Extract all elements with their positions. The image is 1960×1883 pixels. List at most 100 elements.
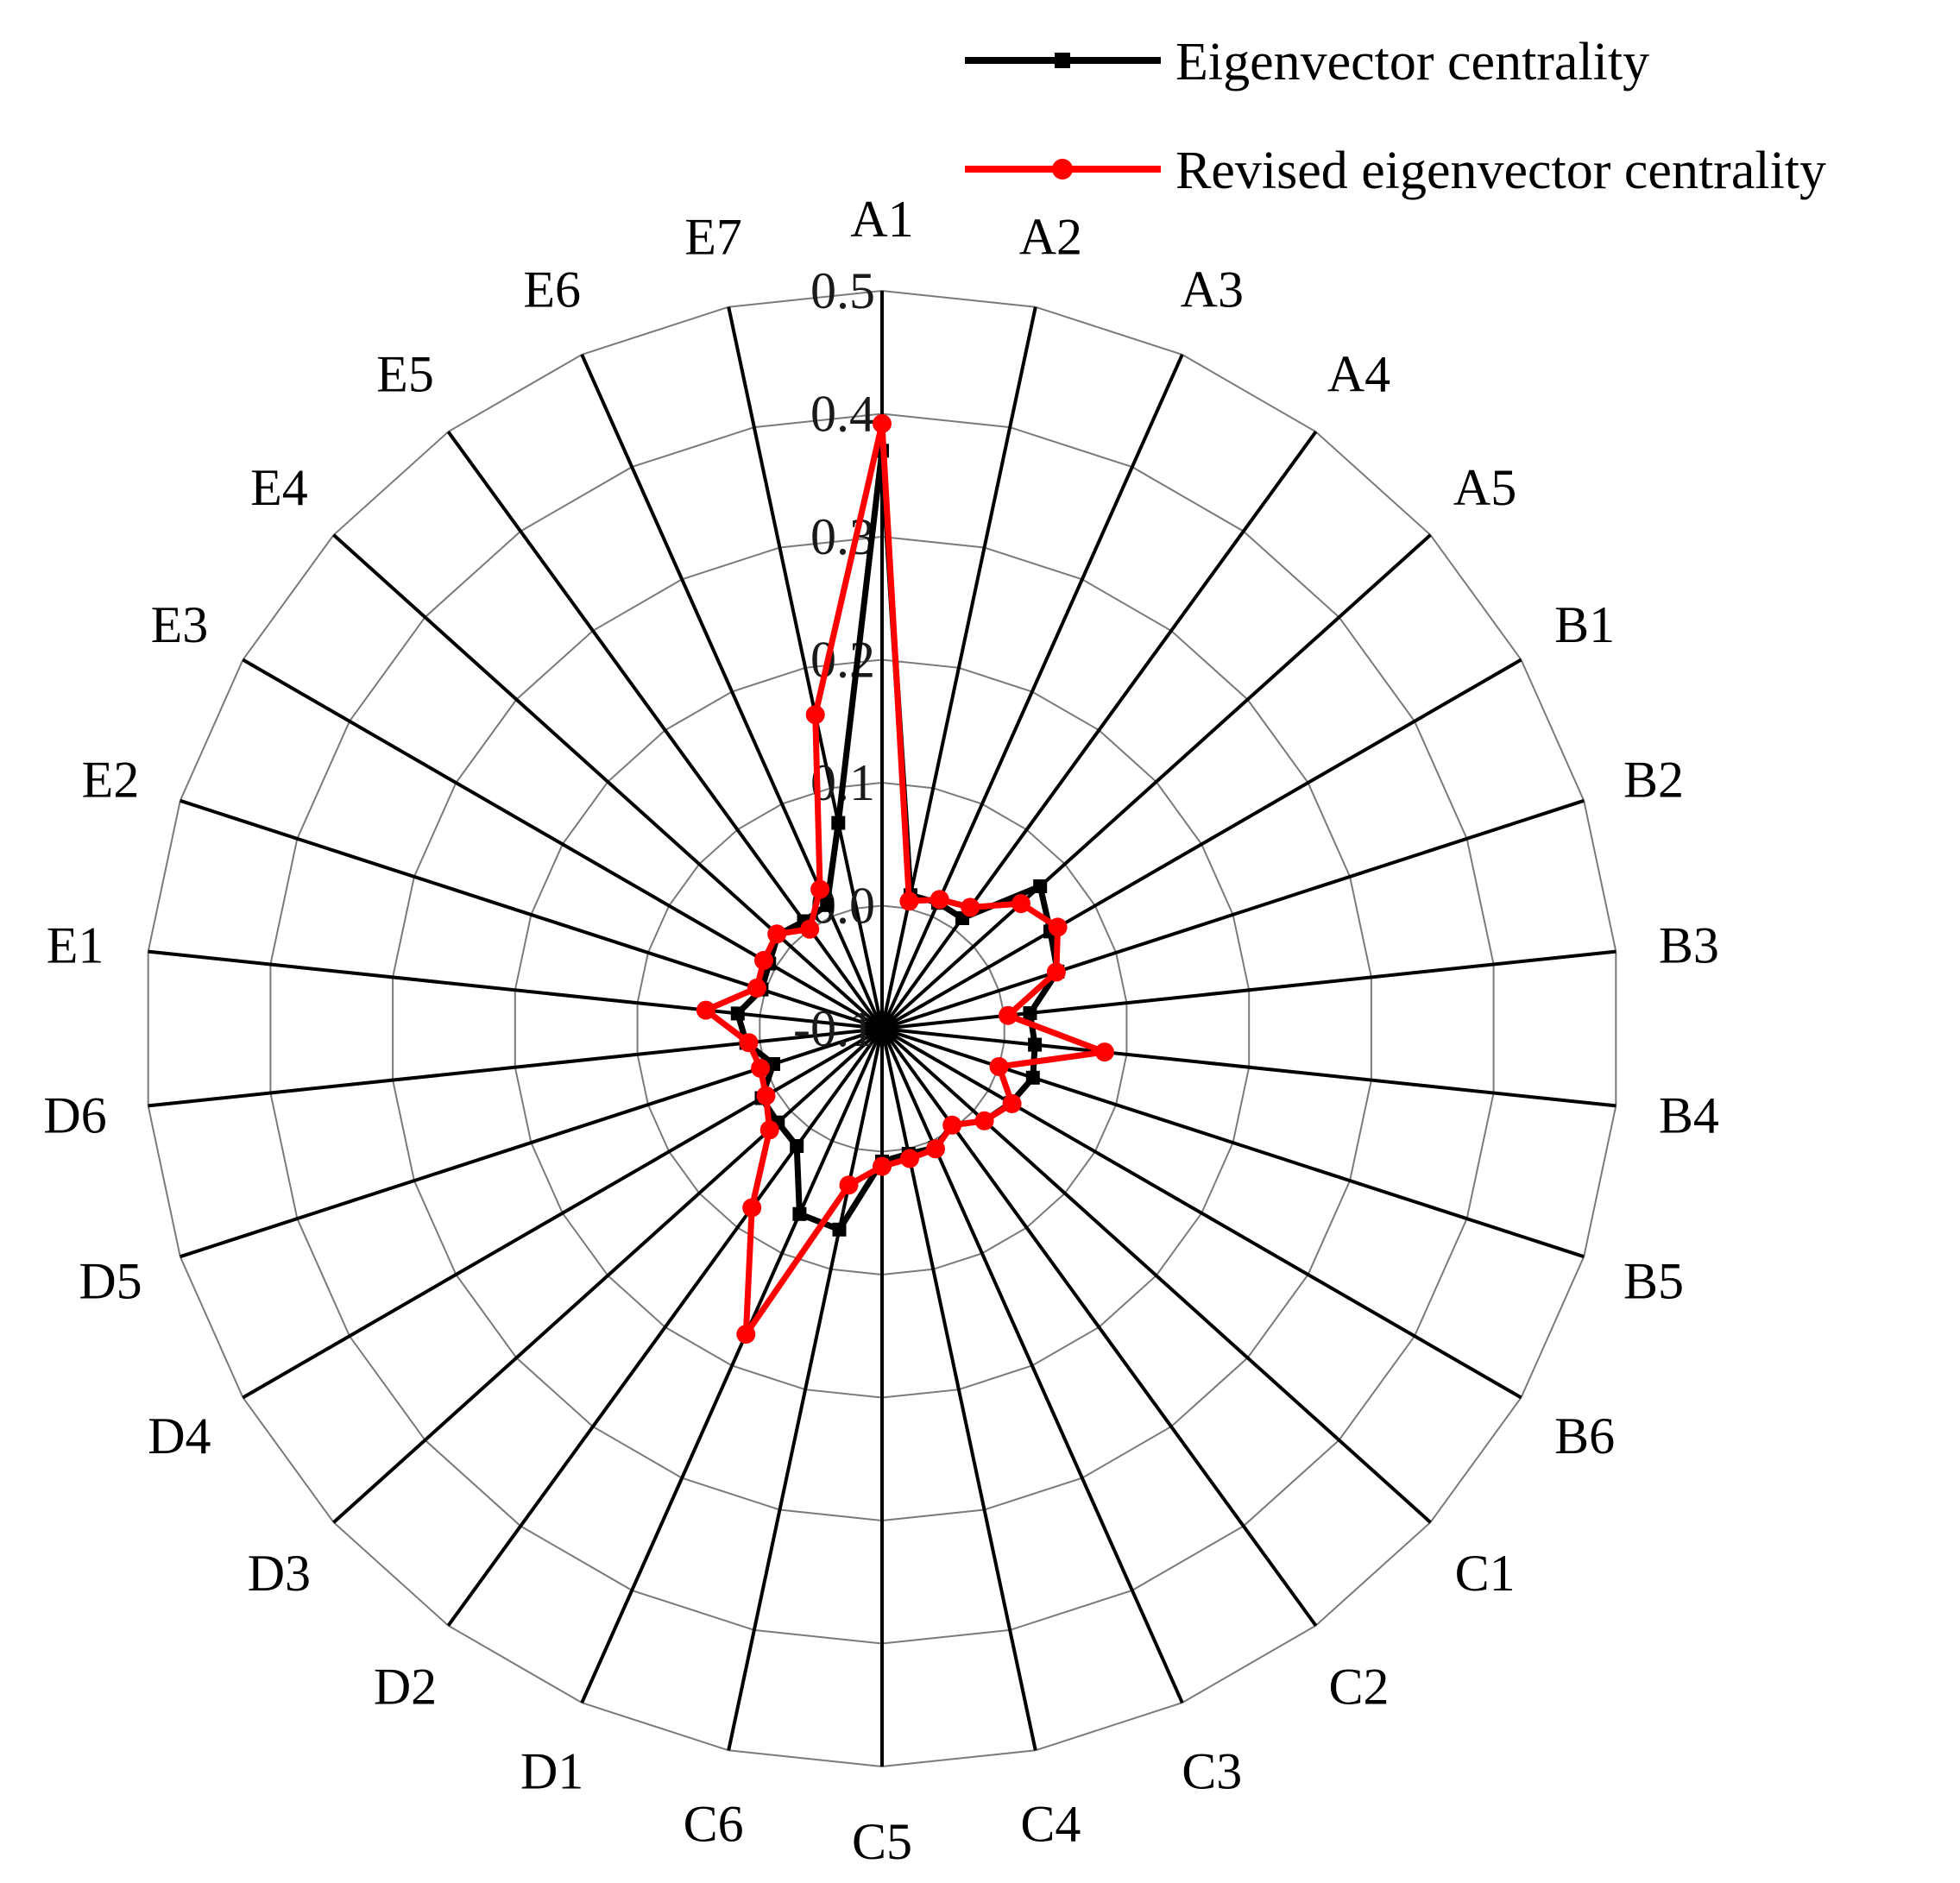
- category-label-e5: E5: [376, 346, 434, 403]
- spoke-b2: [881, 798, 1585, 1030]
- radial-tick-label: 0.4: [810, 386, 875, 443]
- spoke-d4: [242, 1027, 883, 1400]
- category-label-a2: A2: [1019, 209, 1082, 266]
- radial-tick-labels: -0.10.00.10.20.30.40.5: [793, 262, 875, 1057]
- category-label-e3: E3: [151, 596, 209, 653]
- data-point-c5: [873, 1156, 892, 1176]
- category-label-c1: C1: [1455, 1545, 1516, 1602]
- category-label-d2: D2: [374, 1659, 437, 1716]
- legend-label: Eigenvector centrality: [1175, 33, 1649, 91]
- data-point-a5: [1012, 894, 1030, 914]
- series-eigenvector-centrality: [730, 444, 1065, 1237]
- category-label-c2: C2: [1328, 1659, 1389, 1716]
- data-point-b3: [999, 1005, 1018, 1025]
- data-point-e7: [805, 705, 825, 725]
- series-revised-eigenvector-centrality: [696, 413, 1114, 1345]
- spoke-c6: [727, 1028, 884, 1751]
- data-point-d2: [790, 1139, 804, 1153]
- category-label-e1: E1: [47, 917, 104, 974]
- category-label-a1: A1: [850, 191, 913, 248]
- spoke-e1: [148, 949, 883, 1030]
- data-point-a1: [873, 413, 892, 433]
- spoke-e7: [727, 306, 884, 1030]
- data-point-c6: [839, 1175, 859, 1195]
- radial-tick-label: 0.5: [810, 262, 875, 319]
- spoke-b1: [881, 658, 1522, 1030]
- spoke-d6: [148, 1027, 883, 1108]
- spoke-b4: [881, 1027, 1617, 1108]
- data-point-a4: [961, 897, 980, 917]
- data-point-d2: [742, 1198, 762, 1218]
- data-point-b5: [1025, 1070, 1040, 1085]
- category-label-e2: E2: [82, 752, 140, 809]
- spoke-a3: [880, 354, 1184, 1030]
- legend-label: Revised eigenvector centrality: [1175, 142, 1826, 200]
- category-label-d4: D4: [148, 1408, 211, 1464]
- data-point-a2: [899, 891, 919, 911]
- data-point-d1: [736, 1325, 756, 1345]
- data-point-b1: [1048, 917, 1068, 937]
- category-label-a4: A4: [1327, 346, 1390, 403]
- category-label-b3: B3: [1659, 917, 1719, 974]
- data-point-e2: [747, 978, 766, 998]
- category-label-d1: D1: [520, 1743, 583, 1800]
- spoke-e4: [332, 533, 884, 1030]
- data-point-b4: [1094, 1042, 1114, 1062]
- category-label-e7: E7: [684, 209, 742, 266]
- data-point-e4: [767, 924, 787, 944]
- category-label-c3: C3: [1182, 1743, 1242, 1800]
- category-label-a5: A5: [1453, 459, 1516, 516]
- category-label-b6: B6: [1554, 1408, 1615, 1464]
- series-line: [703, 420, 1108, 1338]
- data-point-d6: [739, 1033, 759, 1053]
- spoke-a4: [880, 431, 1318, 1030]
- spoke-c3: [880, 1028, 1184, 1704]
- data-point-e7: [831, 816, 846, 830]
- data-point-d5: [751, 1058, 771, 1078]
- radial-tick-label: -0.1: [793, 1000, 875, 1057]
- data-series: [696, 413, 1114, 1345]
- spoke-d3: [332, 1027, 884, 1524]
- data-point-c2: [942, 1115, 962, 1135]
- data-point-a3: [930, 890, 949, 910]
- data-point-b4: [1028, 1037, 1043, 1052]
- data-point-e5: [800, 919, 820, 939]
- data-point-e6: [820, 897, 835, 912]
- spoke-d2: [446, 1027, 884, 1627]
- data-point-e6: [810, 879, 830, 899]
- category-label-d3: D3: [248, 1545, 311, 1602]
- radial-tick-label: 0.3: [810, 508, 875, 565]
- data-point-b3: [1023, 1006, 1037, 1020]
- data-point-c1: [974, 1111, 994, 1130]
- category-label-d6: D6: [43, 1086, 106, 1143]
- category-label-b5: B5: [1623, 1253, 1684, 1310]
- legend-marker-square-icon: [1055, 53, 1070, 68]
- data-point-b6: [1002, 1093, 1022, 1113]
- legend-marker-circle-icon: [1052, 159, 1073, 179]
- data-point-b5: [989, 1057, 1009, 1076]
- spoke-c1: [880, 1027, 1432, 1524]
- category-label-c6: C6: [684, 1796, 744, 1853]
- data-point-e1: [730, 1006, 745, 1021]
- spoke-b5: [881, 1027, 1585, 1259]
- spoke-e3: [242, 658, 883, 1030]
- category-labels: A1 A2 A3 A4 A5 B1 B2 B3 B4 B5 B6 C1 C2 C3 C4 C5 C6 D1 D2 D3…: [43, 191, 1718, 1870]
- category-label-c4: C4: [1020, 1796, 1081, 1853]
- category-label-b2: B2: [1623, 752, 1684, 809]
- data-point-e1: [696, 1000, 715, 1020]
- radar-spokes: [148, 291, 1617, 1766]
- spoke-a5: [880, 533, 1432, 1030]
- spoke-d1: [580, 1028, 884, 1704]
- data-point-c4: [900, 1149, 919, 1168]
- data-point-d4: [756, 1086, 776, 1105]
- data-point-e3: [754, 950, 773, 970]
- spoke-e6: [580, 354, 884, 1030]
- spoke-b6: [881, 1027, 1522, 1400]
- data-point-d1: [792, 1206, 807, 1221]
- legend: Eigenvector centrality Revised eigenvecto…: [965, 33, 1826, 200]
- category-label-d5: D5: [79, 1253, 142, 1310]
- data-point-c6: [832, 1222, 847, 1237]
- category-label-e4: E4: [250, 459, 308, 516]
- radial-tick-label: 0.2: [810, 632, 875, 689]
